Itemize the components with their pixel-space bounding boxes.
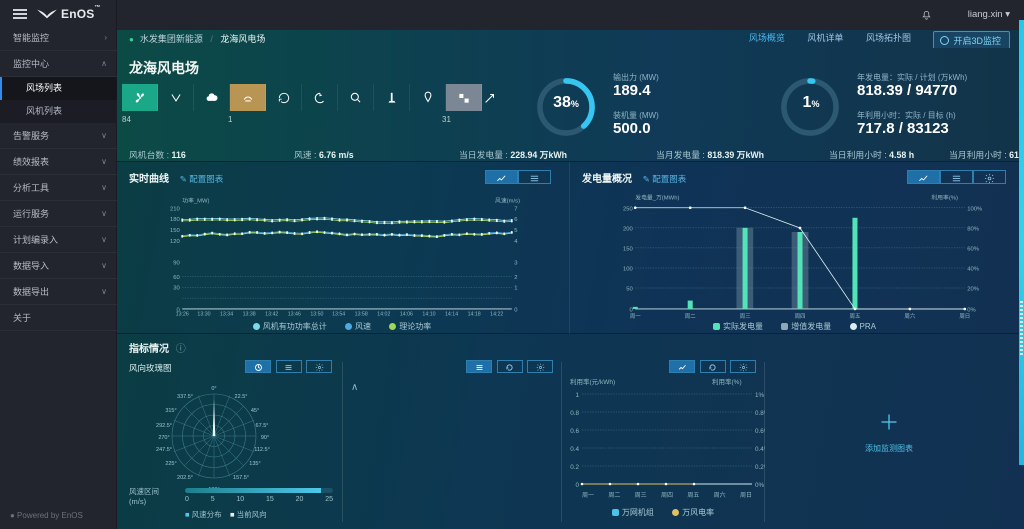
svg-text:3: 3 [514,261,517,267]
svg-text:5: 5 [514,228,517,234]
svg-text:0°: 0° [211,386,216,392]
svg-text:13:42: 13:42 [265,312,278,318]
svg-text:30: 30 [173,286,180,292]
svg-text:20%: 20% [967,287,979,293]
svg-text:100%: 100% [967,206,982,212]
svg-text:0.6: 0.6 [570,428,579,435]
svg-text:周二: 周二 [685,313,696,320]
svg-text:0: 0 [514,307,518,313]
svg-text:周五: 周五 [850,313,861,320]
svg-text:13:34: 13:34 [220,312,233,318]
svg-text:功率_MW): 功率_MW) [182,197,209,205]
svg-text:14:02: 14:02 [377,312,390,318]
svg-text:60: 60 [173,275,180,281]
svg-text:112.5°: 112.5° [254,447,270,453]
svg-text:250: 250 [623,206,634,212]
svg-text:0.8: 0.8 [570,410,579,417]
svg-text:247.5°: 247.5° [156,447,172,453]
svg-text:2: 2 [514,275,517,281]
svg-text:67.5°: 67.5° [256,423,269,429]
svg-text:0%: 0% [755,482,765,489]
svg-text:发电量_万(MWh): 发电量_万(MWh) [635,193,679,201]
svg-text:13:50: 13:50 [310,312,323,318]
svg-text:40%: 40% [967,266,979,272]
svg-text:0: 0 [575,482,579,489]
svg-text:100: 100 [623,266,634,272]
svg-text:0.4%: 0.4% [755,446,765,453]
svg-text:周三: 周三 [740,313,751,320]
svg-text:210: 210 [170,206,181,212]
svg-text:风速(m/s): 风速(m/s) [495,198,520,205]
svg-text:6: 6 [514,217,517,223]
svg-text:292.5°: 292.5° [156,423,172,429]
svg-text:周一: 周一 [630,313,641,320]
svg-text:13:26: 13:26 [176,312,189,318]
svg-text:1: 1 [514,286,517,292]
svg-text:14:22: 14:22 [490,312,503,318]
svg-text:14:18: 14:18 [468,312,481,318]
svg-text:202.5°: 202.5° [177,475,193,481]
svg-text:22.5°: 22.5° [235,394,248,400]
svg-text:周六: 周六 [904,312,915,320]
svg-text:14:06: 14:06 [400,312,413,318]
svg-text:1: 1 [575,392,579,399]
svg-text:45°: 45° [251,408,259,414]
svg-text:4: 4 [514,239,518,245]
svg-text:14:10: 14:10 [422,312,435,318]
svg-text:0.4: 0.4 [570,446,579,453]
svg-text:周四: 周四 [795,313,806,320]
svg-text:13:46: 13:46 [288,312,301,318]
svg-text:50: 50 [626,287,633,293]
svg-text:90: 90 [173,261,180,267]
svg-text:180: 180 [170,217,181,223]
svg-text:225°: 225° [165,461,176,467]
svg-text:13:38: 13:38 [243,312,256,318]
svg-text:0.8%: 0.8% [755,410,765,417]
svg-text:0.6%: 0.6% [755,428,765,435]
svg-text:0.2%: 0.2% [755,464,765,471]
svg-text:13:54: 13:54 [332,312,345,318]
svg-text:13:58: 13:58 [355,312,368,318]
svg-text:周日: 周日 [959,313,970,320]
svg-text:利用率(%): 利用率(%) [931,193,958,201]
svg-text:14:14: 14:14 [445,312,458,318]
svg-text:315°: 315° [165,408,176,414]
svg-text:0%: 0% [967,307,975,313]
svg-text:150: 150 [623,246,634,252]
svg-text:270°: 270° [158,435,169,441]
svg-text:150: 150 [170,228,181,234]
svg-text:60%: 60% [967,246,979,252]
svg-text:157.5°: 157.5° [233,475,249,481]
svg-text:200: 200 [623,226,634,232]
svg-text:90°: 90° [261,435,269,441]
svg-text:80%: 80% [967,226,979,232]
svg-text:7: 7 [514,206,517,212]
svg-text:利用率(元/kWh): 利用率(元/kWh) [570,377,615,386]
svg-text:120: 120 [170,239,181,245]
svg-text:0.2: 0.2 [570,464,579,471]
svg-text:13:30: 13:30 [197,312,210,318]
svg-text:利用率(%): 利用率(%) [712,377,742,386]
svg-text:1%: 1% [755,392,765,399]
svg-text:337.5°: 337.5° [177,394,193,400]
svg-text:135°: 135° [249,461,260,467]
